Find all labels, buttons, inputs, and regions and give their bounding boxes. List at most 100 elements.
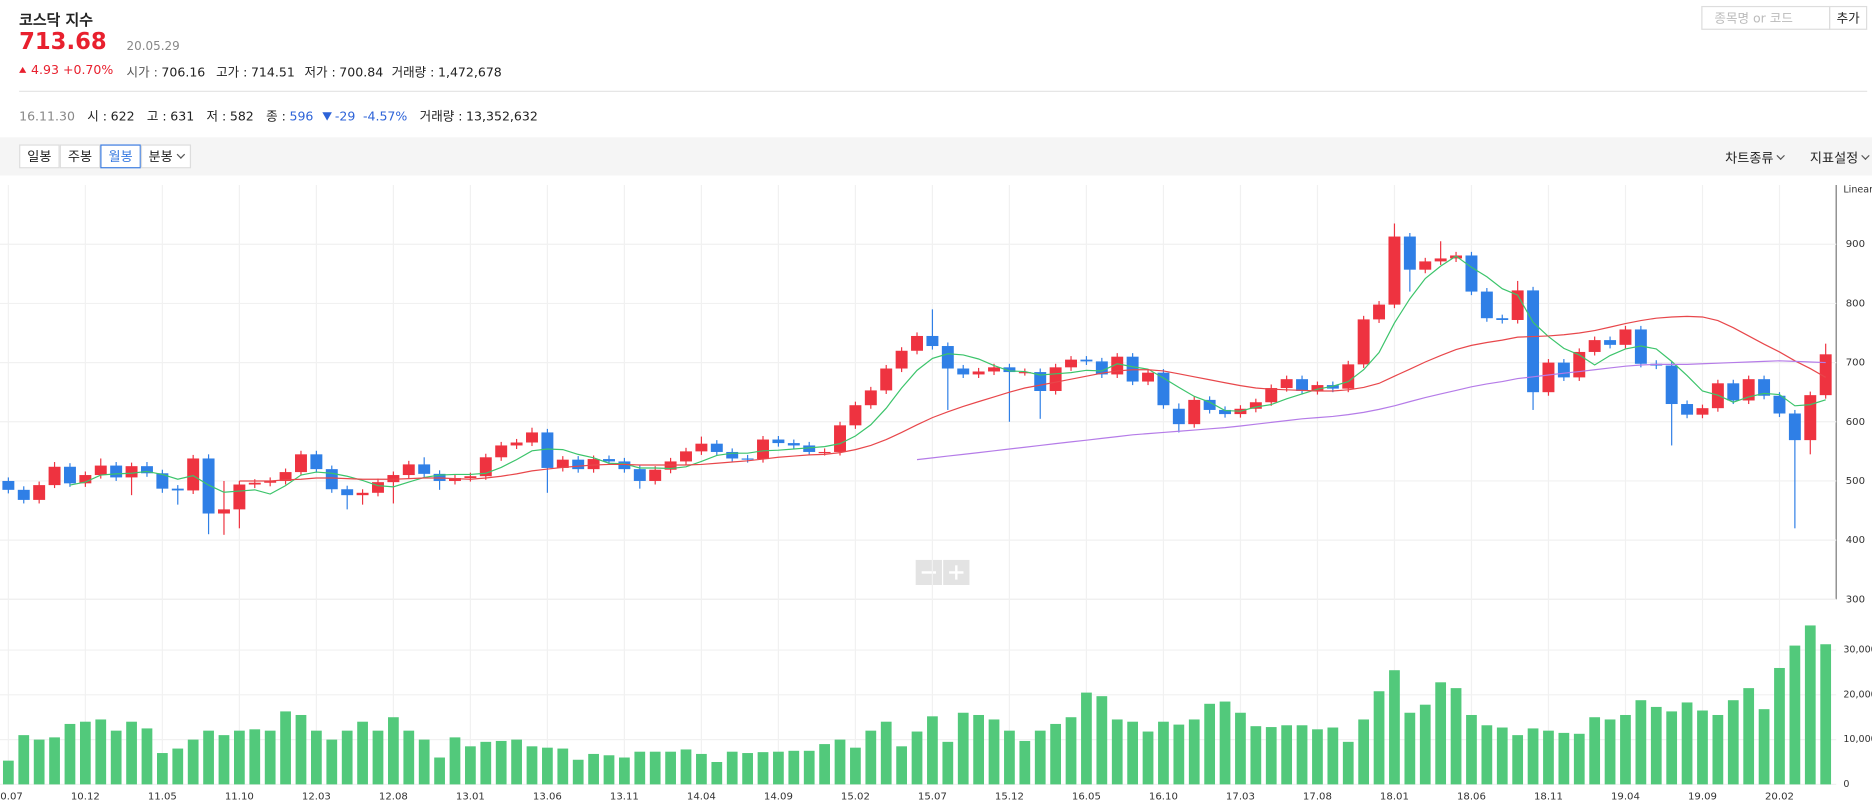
candle-body <box>110 465 123 478</box>
candle-body <box>741 458 754 460</box>
volume-bar <box>79 721 91 785</box>
indicator-menu[interactable]: 지표설정 <box>1809 148 1871 167</box>
y-tick-label: 500 <box>1846 476 1865 487</box>
open-field: 시가 :706.16 <box>127 63 209 81</box>
volume-bar <box>911 731 923 785</box>
candle-body <box>1604 340 1617 345</box>
value: 700.84 <box>339 65 384 80</box>
x-tick-label: 12.08 <box>379 791 408 802</box>
candle-body <box>710 443 723 452</box>
volume-bar <box>1666 711 1678 785</box>
candle-body <box>1265 388 1278 403</box>
x-tick-label: 16.05 <box>1072 791 1101 802</box>
x-tick-label: 15.12 <box>995 791 1024 802</box>
candle-body <box>1157 372 1170 406</box>
x-tick-label: 10.12 <box>71 791 100 802</box>
candle-body <box>526 432 538 443</box>
candle-body <box>94 465 107 476</box>
candle-body <box>757 439 769 460</box>
candle-body <box>864 390 877 406</box>
candle-body <box>895 350 908 369</box>
x-tick-label: 14.09 <box>764 791 793 802</box>
volume-bar <box>957 712 969 785</box>
candle-body <box>1634 329 1647 364</box>
chart-type-menu[interactable]: 차트종류 <box>1725 148 1786 167</box>
candle-body <box>341 489 354 496</box>
x-tick-label: 17.03 <box>1226 791 1255 802</box>
volume-bar <box>665 751 676 785</box>
volume-bar <box>1604 719 1616 785</box>
period-button[interactable]: 일봉 <box>19 144 60 169</box>
period-button[interactable]: 월봉 <box>100 144 141 169</box>
label: 지표설정 <box>1809 150 1859 166</box>
volume-bar <box>95 719 107 785</box>
volume-bar <box>249 729 261 785</box>
volume-bar <box>1620 714 1631 785</box>
volume-bar <box>1019 740 1031 785</box>
candle-body <box>1403 236 1416 270</box>
candle-body <box>1557 362 1570 378</box>
volume-bar <box>834 739 846 785</box>
search-input[interactable]: 종목명 or 코드 <box>1701 5 1831 30</box>
value: 631 <box>170 109 195 125</box>
candle-body <box>834 425 846 452</box>
candle-body <box>1188 399 1201 425</box>
candle-body <box>464 476 477 479</box>
period-button[interactable]: 분봉 <box>140 144 192 169</box>
candle-body <box>140 466 153 474</box>
value: 622 <box>110 109 135 125</box>
volume-bar <box>156 753 168 785</box>
volume-bar <box>1697 710 1708 785</box>
candle-body <box>2 480 15 490</box>
candle-body <box>1496 318 1509 320</box>
volume-bar <box>1250 726 1262 785</box>
volume-bar <box>126 721 137 785</box>
label: 일봉 <box>27 149 52 165</box>
volume-bar <box>1543 730 1554 785</box>
candle-body <box>911 335 923 351</box>
volume-bar <box>1050 723 1062 785</box>
candle-body <box>849 405 862 426</box>
volume-bar <box>588 753 599 785</box>
candle-body <box>1003 367 1016 373</box>
volume-bar <box>1327 727 1339 785</box>
period-button[interactable]: 주봉 <box>59 144 101 169</box>
volume-bar <box>1096 696 1108 785</box>
volume-bar <box>264 730 276 785</box>
volume-bar <box>1450 688 1462 785</box>
candle-body <box>1588 340 1601 352</box>
label: 저 : <box>206 109 227 125</box>
high-field: 고가 :714.51 <box>216 63 298 81</box>
candle-body <box>1280 379 1293 389</box>
candle-body <box>1311 385 1324 392</box>
moving-average <box>239 315 1826 482</box>
hover-info: 16.11.30 시 :622 고 :631 저 :582 종 :596 -29 … <box>19 107 541 125</box>
x-tick-label: 15.02 <box>841 791 870 802</box>
volume-bar <box>557 748 569 785</box>
current-price: 713.68 <box>19 28 107 55</box>
volume-bar <box>1342 741 1354 785</box>
candle-body <box>17 489 30 500</box>
volume-bar <box>1512 735 1524 785</box>
volume-bar <box>1312 729 1323 785</box>
volume-bar <box>1789 645 1801 785</box>
candle-body <box>556 459 569 468</box>
volume-bar <box>1158 721 1169 785</box>
candle-body <box>218 509 230 514</box>
candle-body <box>1788 413 1801 441</box>
volume-bars <box>2 625 1832 785</box>
candle-body <box>988 367 1000 372</box>
volume-bar <box>311 730 322 785</box>
value: 582 <box>229 109 254 125</box>
candle-body <box>957 368 970 375</box>
candle-body <box>926 335 939 347</box>
candle-body <box>695 443 708 452</box>
volume-bar <box>465 746 476 785</box>
label: 종 : <box>266 109 286 125</box>
volume-bar <box>1219 701 1231 785</box>
add-button[interactable]: 추가 <box>1829 5 1868 30</box>
x-tick-label: 18.11 <box>1534 791 1563 802</box>
candle-body <box>1727 383 1740 401</box>
volume-bar <box>819 744 830 785</box>
volume-bar <box>1573 733 1585 785</box>
